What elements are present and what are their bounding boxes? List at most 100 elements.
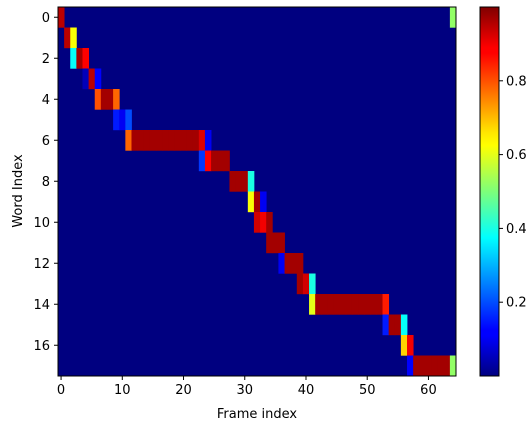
heatmap-cell xyxy=(217,150,224,172)
heatmap-cells xyxy=(58,7,457,377)
heatmap-cell xyxy=(235,171,243,192)
heatmap-cell xyxy=(137,130,145,151)
heatmap-cell xyxy=(131,130,138,151)
heatmap-cell xyxy=(125,109,132,131)
heatmap-cell xyxy=(113,89,120,110)
heatmap-cell xyxy=(394,314,402,336)
heatmap-cell xyxy=(388,314,396,336)
heatmap-cell xyxy=(88,68,96,90)
y-tick-label: 14 xyxy=(33,298,50,313)
heatmap-cell xyxy=(431,355,439,377)
heatmap-cell xyxy=(413,355,420,377)
heatmap-cell xyxy=(296,273,304,295)
heatmap-cell xyxy=(64,27,71,49)
heatmap-cell xyxy=(70,27,77,49)
heatmap-cell xyxy=(425,355,432,377)
heatmap-cell xyxy=(155,130,163,151)
heatmap-cell xyxy=(82,68,90,90)
heatmap-cell xyxy=(260,191,267,213)
colorbar-tick-label: 0.6 xyxy=(506,148,527,163)
heatmap-cell xyxy=(443,355,451,377)
heatmap-plot-area xyxy=(57,6,457,377)
y-tick-label: 12 xyxy=(33,257,50,272)
heatmap-cell xyxy=(162,130,169,151)
y-tick-label: 10 xyxy=(33,216,50,231)
x-tick-label: 50 xyxy=(359,383,376,398)
heatmap-cell xyxy=(407,355,414,377)
heatmap-cell xyxy=(204,150,212,172)
heatmap-cell xyxy=(180,130,187,151)
heatmap-cell xyxy=(400,335,408,356)
heatmap-cell xyxy=(113,109,120,131)
x-axis-label: Frame index xyxy=(217,407,298,422)
heatmap-cell xyxy=(327,294,334,315)
heatmap-cell xyxy=(100,89,108,110)
heatmap-cell xyxy=(106,89,114,110)
y-tick-label: 0 xyxy=(42,11,50,26)
y-tick-label: 4 xyxy=(42,93,50,108)
heatmap-cell xyxy=(358,294,365,315)
heatmap-cell xyxy=(168,130,175,151)
heatmap-cell xyxy=(247,191,255,213)
heatmap-cell xyxy=(149,130,157,151)
x-tick-label: 0 xyxy=(57,383,65,398)
heatmap-cell xyxy=(351,294,359,315)
colorbar-tick-label: 0.4 xyxy=(506,222,527,237)
y-axis-ticks: 0 2 4 6 8 10 12 14 16 xyxy=(33,11,58,354)
x-tick-label: 20 xyxy=(175,383,192,398)
heatmap-cell xyxy=(278,253,285,274)
heatmap-cell xyxy=(376,294,383,315)
heatmap-cell xyxy=(339,294,347,315)
colorbar-ticks: 0.2 0.4 0.6 0.8 xyxy=(499,74,527,311)
x-tick-label: 40 xyxy=(298,383,315,398)
y-tick-label: 6 xyxy=(42,134,50,149)
heatmap-cell xyxy=(253,191,261,213)
heatmap-cell xyxy=(321,294,328,315)
heatmap-cell xyxy=(290,253,298,274)
heatmap-cell xyxy=(266,232,273,254)
y-tick-label: 8 xyxy=(42,175,50,190)
heatmap-cell xyxy=(253,212,261,233)
heatmap-cell xyxy=(241,171,249,192)
heatmap-cell xyxy=(58,7,65,28)
y-axis-label: Word Index xyxy=(11,154,26,228)
heatmap-cell xyxy=(204,130,212,151)
heatmap-cell xyxy=(296,253,304,274)
x-tick-label: 10 xyxy=(114,383,131,398)
heatmap-cell xyxy=(309,273,316,295)
heatmap-cell xyxy=(125,130,132,151)
heatmap-cell xyxy=(284,253,292,274)
heatmap-cell xyxy=(186,130,194,151)
heatmap-cell xyxy=(449,355,457,377)
heatmap-cell xyxy=(400,314,408,336)
heatmap-cell xyxy=(198,150,206,172)
heatmap-cell xyxy=(192,130,200,151)
heatmap-cell xyxy=(437,355,445,377)
heatmap-cell xyxy=(247,171,255,192)
heatmap-cell xyxy=(82,48,90,69)
heatmap-cell xyxy=(449,7,457,28)
heatmap-cell xyxy=(94,68,102,90)
heatmap-cell xyxy=(382,314,390,336)
heatmap-cell xyxy=(333,294,341,315)
heatmap-cell xyxy=(345,294,353,315)
x-tick-label: 30 xyxy=(236,383,253,398)
heatmap-cell xyxy=(382,294,390,315)
y-tick-label: 2 xyxy=(42,52,50,67)
heatmap-cell xyxy=(143,130,151,151)
x-axis-ticks: 0 10 20 30 40 50 60 xyxy=(57,376,437,398)
colorbar-tick-label: 0.2 xyxy=(506,296,527,311)
colorbar-gradient xyxy=(480,7,499,376)
heatmap-cell xyxy=(174,130,181,151)
colorbar-frame xyxy=(479,6,500,377)
heatmap-cell xyxy=(364,294,371,315)
heatmap-cell xyxy=(76,48,83,69)
heatmap-cell xyxy=(266,212,273,233)
heatmap-cell xyxy=(302,273,310,295)
heatmap-cell xyxy=(70,48,77,69)
heatmap-cell xyxy=(315,294,322,315)
heatmap-cell xyxy=(407,335,414,356)
colorbar: 0.2 0.4 0.6 0.8 xyxy=(479,6,527,377)
heatmap-cell xyxy=(370,294,377,315)
